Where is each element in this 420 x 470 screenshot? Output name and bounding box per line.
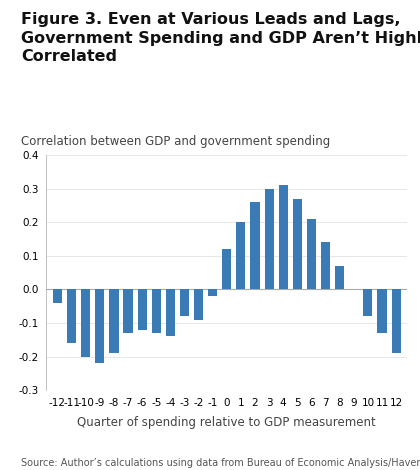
Bar	[321, 243, 330, 290]
Bar	[81, 290, 90, 357]
Bar	[53, 290, 62, 303]
Bar	[278, 185, 288, 290]
Bar	[265, 188, 274, 290]
Bar	[67, 290, 76, 343]
Bar	[166, 290, 175, 337]
Bar	[138, 290, 147, 329]
Bar	[236, 222, 246, 290]
Text: Figure 3. Even at Various Leads and Lags,: Figure 3. Even at Various Leads and Lags…	[21, 12, 401, 27]
Bar	[208, 290, 217, 296]
Bar	[293, 199, 302, 290]
Bar	[391, 290, 401, 353]
Bar	[109, 290, 118, 353]
Bar	[123, 290, 133, 333]
Text: Correlation between GDP and government spending: Correlation between GDP and government s…	[21, 135, 330, 148]
Text: Correlated: Correlated	[21, 49, 117, 64]
Bar	[194, 290, 203, 320]
Bar	[363, 290, 373, 316]
Text: Government Spending and GDP Aren’t Highly: Government Spending and GDP Aren’t Highl…	[21, 31, 420, 46]
Bar	[378, 290, 386, 333]
Bar	[250, 202, 260, 290]
Bar	[335, 266, 344, 290]
X-axis label: Quarter of spending relative to GDP measurement: Quarter of spending relative to GDP meas…	[77, 416, 376, 429]
Bar	[180, 290, 189, 316]
Bar	[307, 219, 316, 290]
Bar	[222, 249, 231, 290]
Bar	[95, 290, 105, 363]
Text: Source: Author’s calculations using data from Bureau of Economic Analysis/Haver.: Source: Author’s calculations using data…	[21, 458, 420, 468]
Bar	[152, 290, 161, 333]
